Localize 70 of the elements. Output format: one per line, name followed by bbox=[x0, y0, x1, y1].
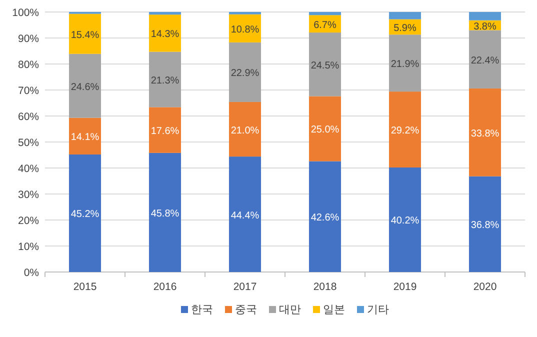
x-tick-label: 2018 bbox=[313, 281, 337, 293]
data-label: 14.1% bbox=[70, 132, 100, 144]
bar bbox=[149, 152, 181, 272]
y-tick-label: 60% bbox=[18, 111, 39, 123]
data-label: 22.9% bbox=[230, 68, 260, 80]
bar bbox=[309, 161, 341, 272]
legend-label: 대만 bbox=[279, 304, 301, 316]
data-label: 22.4% bbox=[470, 55, 500, 66]
x-tick-label: 2016 bbox=[153, 281, 177, 293]
bar bbox=[309, 96, 341, 162]
data-label: 21.3% bbox=[150, 75, 180, 86]
bar bbox=[69, 54, 101, 118]
x-tick-label: 2017 bbox=[233, 281, 257, 293]
data-label: 36.8% bbox=[470, 220, 500, 232]
bar bbox=[469, 12, 501, 20]
x-tick-label: 2015 bbox=[73, 281, 97, 293]
data-label: 6.7% bbox=[314, 20, 337, 31]
y-tick-label: 100% bbox=[12, 7, 39, 19]
data-label: 21.9% bbox=[390, 59, 420, 70]
bar bbox=[149, 14, 181, 52]
data-label: 45.2% bbox=[70, 209, 100, 220]
bar bbox=[469, 176, 501, 272]
data-label: 33.8% bbox=[470, 128, 500, 140]
data-label: 24.5% bbox=[310, 60, 340, 72]
y-tick-label: 20% bbox=[18, 215, 39, 227]
bar bbox=[69, 154, 101, 272]
bar bbox=[389, 92, 421, 168]
y-tick-label: 90% bbox=[18, 33, 39, 45]
bar bbox=[149, 107, 181, 153]
bar bbox=[149, 12, 181, 15]
data-label: 5.9% bbox=[394, 22, 417, 34]
data-label: 21.0% bbox=[230, 125, 260, 136]
y-tick-label: 10% bbox=[18, 241, 39, 253]
x-tick-label: 2019 bbox=[393, 281, 417, 293]
bar bbox=[149, 52, 181, 108]
y-tick-label: 40% bbox=[18, 163, 39, 175]
bar bbox=[469, 30, 501, 88]
bar bbox=[389, 34, 421, 92]
data-label: 24.6% bbox=[70, 82, 100, 93]
bar bbox=[229, 102, 261, 157]
data-label: 25.0% bbox=[310, 124, 340, 136]
data-label: 10.8% bbox=[230, 24, 260, 36]
legend-label: 기타 bbox=[367, 304, 389, 316]
bar bbox=[229, 156, 261, 272]
bar bbox=[469, 88, 501, 176]
data-label: 44.4% bbox=[230, 210, 260, 222]
bar bbox=[69, 118, 101, 154]
data-label: 42.6% bbox=[310, 212, 340, 224]
data-label: 40.2% bbox=[390, 216, 420, 227]
bar bbox=[69, 14, 101, 54]
y-tick-label: 30% bbox=[18, 189, 39, 201]
bar bbox=[309, 32, 341, 96]
data-label: 14.3% bbox=[150, 29, 180, 40]
data-label: 45.8% bbox=[150, 208, 180, 220]
y-tick-label: 0% bbox=[24, 267, 39, 279]
bar bbox=[309, 12, 341, 16]
y-tick-label: 50% bbox=[18, 137, 39, 149]
legend-label: 일본 bbox=[323, 304, 345, 316]
y-tick-label: 80% bbox=[18, 59, 39, 71]
data-label: 17.6% bbox=[150, 126, 180, 138]
bar bbox=[229, 42, 261, 102]
x-tick-label: 2020 bbox=[473, 281, 497, 293]
data-label: 15.4% bbox=[70, 30, 100, 41]
y-tick-label: 70% bbox=[18, 85, 39, 97]
legend-label: 중국 bbox=[235, 304, 257, 316]
bar bbox=[389, 12, 421, 20]
data-label: 29.2% bbox=[390, 126, 420, 137]
legend-label: 한국 bbox=[191, 304, 213, 316]
data-label: 3.8% bbox=[474, 21, 497, 32]
bar bbox=[389, 167, 421, 272]
